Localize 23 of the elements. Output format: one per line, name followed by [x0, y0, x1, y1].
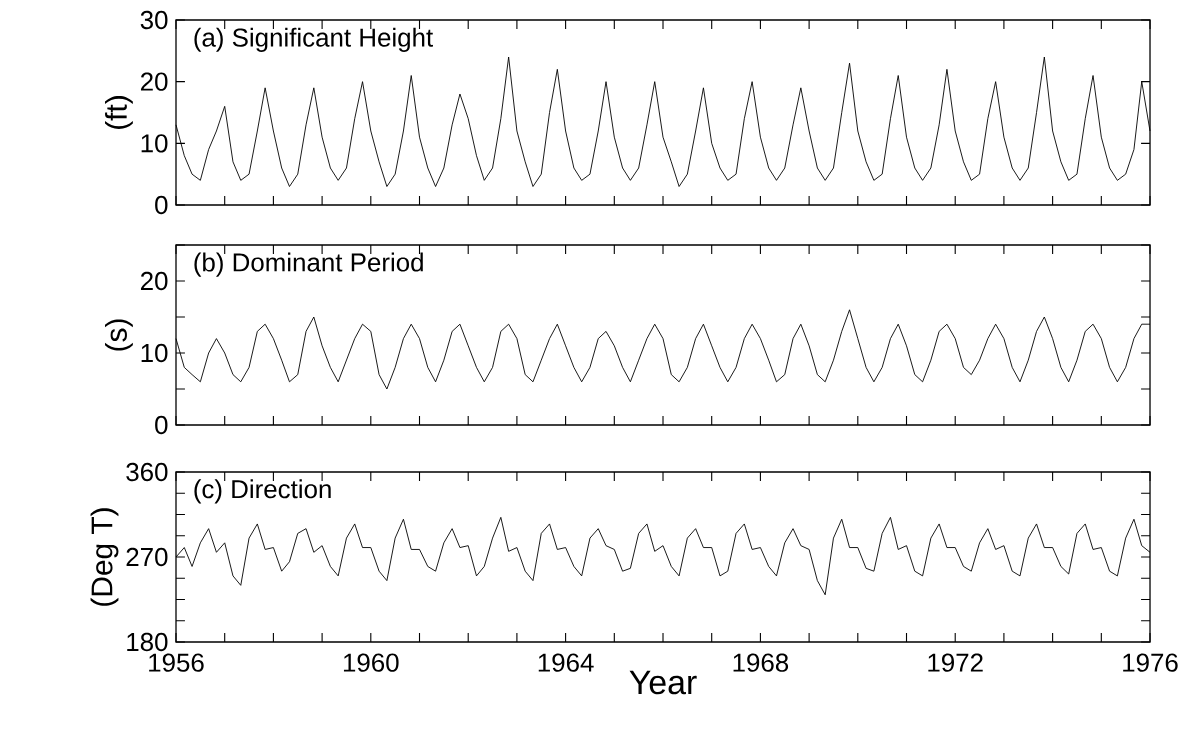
- y-tick-label: 20: [140, 72, 168, 91]
- x-tick-label: 1964: [538, 653, 594, 672]
- y-tick-label: 10: [141, 134, 168, 153]
- y-axis-title: (Deg T): [90, 508, 119, 606]
- chart-title: (c) Direction: [194, 479, 331, 504]
- y-tick-label: 180: [127, 632, 168, 652]
- chart-title: (b) Dominant Period: [194, 252, 423, 277]
- x-tick-label: 1956: [149, 653, 204, 672]
- y-tick-label: 20: [140, 271, 168, 291]
- chart-title: (a) Significant Height: [194, 27, 433, 52]
- x-axis-title: Year: [629, 670, 697, 695]
- y-tick-label: 0: [155, 415, 168, 435]
- y-tick-label: 30: [140, 10, 168, 30]
- x-tick-label: 1968: [733, 653, 789, 672]
- y-axis-title: (s): [105, 319, 133, 351]
- x-tick-label: 1972: [928, 653, 983, 672]
- y-tick-label: 0: [155, 195, 168, 215]
- y-tick-label: 10: [141, 343, 168, 363]
- x-tick-label: 1976: [1123, 653, 1178, 672]
- y-tick-label: 270: [126, 547, 168, 567]
- y-tick-label: 360: [126, 462, 168, 482]
- x-tick-label: 1960: [343, 653, 399, 672]
- y-axis-title: (ft): [105, 96, 133, 129]
